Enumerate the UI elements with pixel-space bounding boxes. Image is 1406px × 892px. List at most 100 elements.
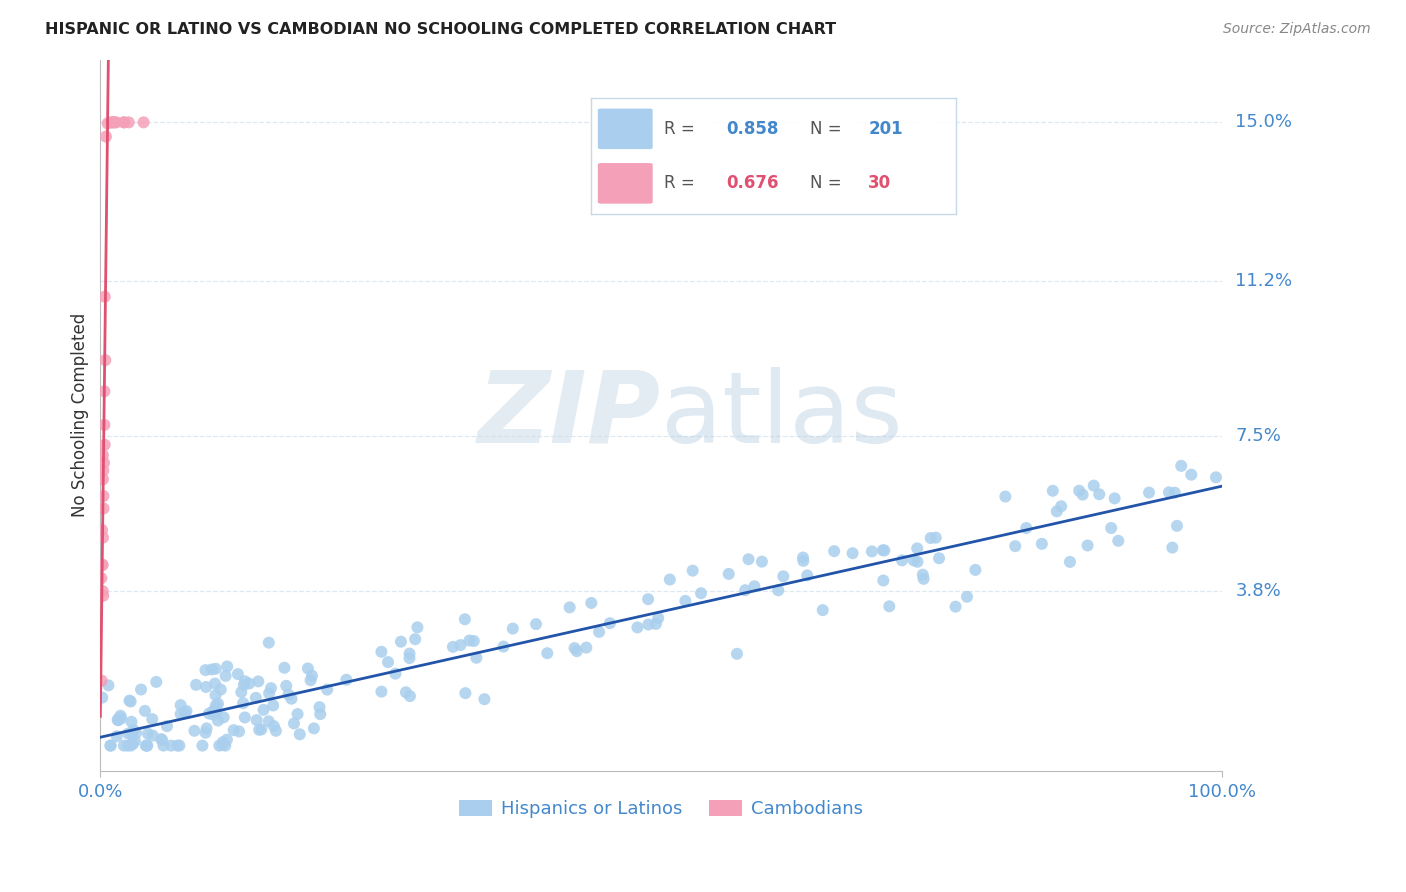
Point (891, 553, 914, 567)
Point (945, 599, 967, 614)
Point (117, 739, 139, 753)
Point (690, 586, 713, 600)
Point (257, 635, 280, 649)
Point (217, 659, 239, 673)
Point (682, 564, 704, 578)
Point (108, 712, 131, 726)
Point (316, 682, 339, 697)
Point (135, 739, 157, 753)
Point (120, 714, 142, 729)
Point (208, 739, 231, 753)
Point (873, 543, 896, 558)
Point (558, 600, 581, 615)
Point (215, 732, 238, 747)
Point (575, 640, 598, 655)
Point (205, 705, 228, 719)
Point (101, 115, 124, 129)
Point (212, 735, 235, 749)
Point (191, 739, 214, 753)
Point (91, 463, 114, 477)
Point (536, 646, 558, 660)
Point (125, 726, 148, 740)
Point (1166, 519, 1188, 533)
Point (734, 583, 756, 598)
Point (201, 704, 224, 718)
Point (226, 667, 249, 681)
Point (93, 384, 115, 399)
Point (136, 739, 159, 753)
Point (264, 723, 287, 738)
Point (204, 703, 226, 717)
Point (104, 115, 127, 129)
Point (905, 541, 928, 556)
Point (1077, 539, 1099, 553)
Point (184, 678, 207, 692)
Point (211, 738, 233, 752)
Point (283, 716, 305, 731)
Point (398, 651, 420, 665)
Point (173, 706, 195, 720)
Point (231, 685, 253, 699)
Point (250, 723, 273, 737)
Point (492, 640, 515, 654)
Point (195, 680, 218, 694)
Point (136, 727, 159, 741)
Point (404, 632, 426, 647)
Point (911, 567, 934, 582)
Point (1157, 485, 1180, 500)
Point (233, 674, 256, 689)
Point (205, 698, 228, 713)
Point (176, 704, 198, 718)
Point (91, 448, 114, 462)
Point (370, 645, 392, 659)
Point (91, 558, 114, 572)
Point (194, 663, 217, 677)
Point (246, 713, 269, 727)
Point (90, 571, 112, 585)
Point (135, 739, 157, 753)
Point (1099, 521, 1122, 535)
Point (150, 732, 173, 747)
Point (872, 574, 894, 588)
Point (166, 739, 188, 753)
Point (299, 673, 322, 688)
Point (238, 676, 260, 690)
Point (247, 723, 270, 737)
Point (91, 472, 114, 486)
Point (792, 550, 814, 565)
Point (287, 707, 309, 722)
Point (112, 115, 135, 129)
Point (252, 703, 274, 717)
Y-axis label: No Schooling Completed: No Schooling Completed (72, 313, 89, 517)
Point (101, 115, 124, 129)
Point (920, 531, 942, 545)
Point (233, 710, 256, 724)
Point (907, 555, 929, 569)
Point (626, 620, 648, 634)
Point (94, 353, 117, 368)
Point (1050, 500, 1073, 514)
Point (90, 673, 112, 688)
Point (107, 713, 129, 727)
Point (118, 693, 141, 707)
Point (142, 729, 165, 743)
Point (1205, 470, 1227, 484)
Point (170, 706, 193, 721)
Point (247, 674, 270, 689)
Point (768, 583, 790, 598)
Text: 0.676: 0.676 (725, 174, 779, 192)
Point (257, 714, 280, 729)
Point (524, 617, 547, 632)
Point (91, 523, 114, 537)
Point (91, 690, 114, 705)
Legend: Hispanics or Latinos, Cambodians: Hispanics or Latinos, Cambodians (451, 793, 870, 826)
Point (647, 611, 669, 625)
Point (195, 722, 218, 736)
Point (823, 544, 845, 558)
Point (150, 733, 173, 747)
Point (112, 115, 135, 129)
Point (1161, 541, 1184, 555)
Point (121, 728, 143, 742)
Point (124, 734, 146, 748)
Point (1015, 521, 1038, 535)
